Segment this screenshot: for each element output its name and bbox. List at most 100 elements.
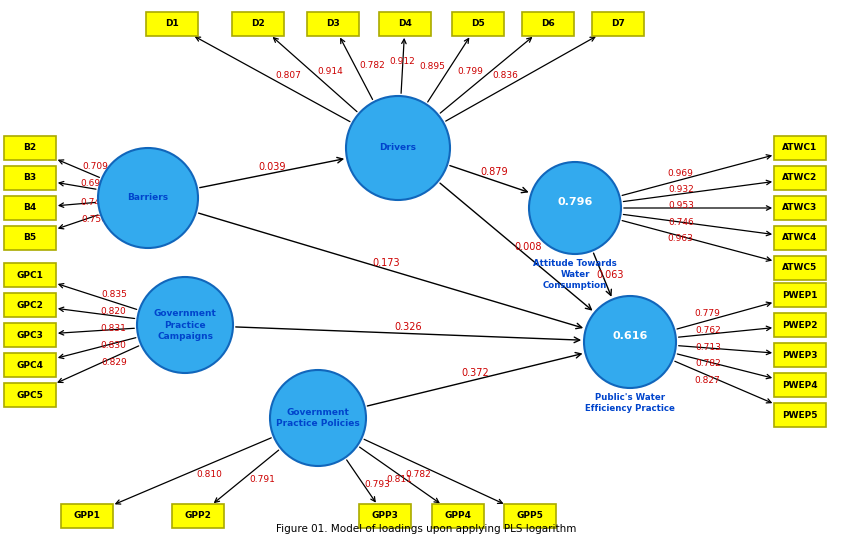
Text: PWEP3: PWEP3 — [782, 350, 818, 360]
Text: GPC2: GPC2 — [16, 300, 43, 310]
Text: 0.953: 0.953 — [668, 201, 694, 211]
Text: D4: D4 — [398, 20, 412, 28]
Text: 0.008: 0.008 — [515, 242, 542, 252]
FancyBboxPatch shape — [4, 293, 56, 317]
Text: Government
Practice
Campaigns: Government Practice Campaigns — [153, 310, 216, 341]
Text: GPP1: GPP1 — [73, 511, 101, 521]
Text: 0.793: 0.793 — [365, 480, 390, 489]
Text: 0.746: 0.746 — [668, 218, 694, 227]
Text: D1: D1 — [165, 20, 179, 28]
Text: GPP4: GPP4 — [445, 511, 471, 521]
Text: ATWC4: ATWC4 — [782, 233, 818, 243]
Circle shape — [98, 148, 198, 248]
Text: Barriers: Barriers — [128, 194, 169, 202]
FancyBboxPatch shape — [4, 383, 56, 407]
Text: Figure 01. Model of loadings upon applying PLS logarithm: Figure 01. Model of loadings upon applyi… — [276, 524, 576, 534]
Text: D6: D6 — [541, 20, 555, 28]
Text: B2: B2 — [24, 144, 37, 152]
Text: 0.914: 0.914 — [318, 67, 343, 76]
FancyBboxPatch shape — [4, 196, 56, 220]
FancyBboxPatch shape — [379, 12, 431, 36]
Text: 0.879: 0.879 — [481, 167, 508, 177]
Text: 0.779: 0.779 — [694, 310, 721, 318]
Text: B4: B4 — [23, 203, 37, 213]
Text: 0.173: 0.173 — [372, 257, 400, 268]
Text: GPP3: GPP3 — [371, 511, 399, 521]
FancyBboxPatch shape — [774, 226, 826, 250]
Text: 0.616: 0.616 — [613, 331, 648, 341]
Text: GPP2: GPP2 — [185, 511, 211, 521]
FancyBboxPatch shape — [504, 504, 556, 528]
FancyBboxPatch shape — [232, 12, 284, 36]
FancyBboxPatch shape — [146, 12, 198, 36]
Text: 0.835: 0.835 — [101, 290, 127, 299]
FancyBboxPatch shape — [774, 343, 826, 367]
FancyBboxPatch shape — [4, 136, 56, 160]
Text: PWEP1: PWEP1 — [782, 290, 818, 300]
FancyBboxPatch shape — [774, 196, 826, 220]
Text: GPC3: GPC3 — [16, 331, 43, 339]
Text: PWEP4: PWEP4 — [782, 380, 818, 390]
Text: ATWC2: ATWC2 — [782, 174, 818, 182]
Text: ATWC5: ATWC5 — [782, 263, 818, 273]
FancyBboxPatch shape — [452, 12, 504, 36]
FancyBboxPatch shape — [774, 403, 826, 427]
Text: D3: D3 — [326, 20, 340, 28]
FancyBboxPatch shape — [172, 504, 224, 528]
FancyBboxPatch shape — [774, 313, 826, 337]
FancyBboxPatch shape — [61, 504, 113, 528]
FancyBboxPatch shape — [359, 504, 411, 528]
Text: GPC4: GPC4 — [16, 361, 43, 369]
FancyBboxPatch shape — [774, 373, 826, 397]
Text: D7: D7 — [611, 20, 625, 28]
Text: B3: B3 — [24, 174, 37, 182]
Text: Government
Practice Policies: Government Practice Policies — [276, 408, 360, 428]
Text: 0.912: 0.912 — [389, 57, 416, 66]
Text: ATWC3: ATWC3 — [782, 203, 818, 213]
Circle shape — [137, 277, 233, 373]
FancyBboxPatch shape — [4, 323, 56, 347]
FancyBboxPatch shape — [4, 226, 56, 250]
Text: 0.969: 0.969 — [667, 169, 694, 178]
Text: D2: D2 — [251, 20, 265, 28]
Text: GPP5: GPP5 — [516, 511, 544, 521]
FancyBboxPatch shape — [774, 256, 826, 280]
Circle shape — [584, 296, 676, 388]
Text: GPC5: GPC5 — [16, 391, 43, 399]
Text: 0.756: 0.756 — [82, 215, 107, 224]
Text: Public's Water
Efficiency Practice: Public's Water Efficiency Practice — [585, 393, 675, 413]
Text: 0.762: 0.762 — [695, 326, 722, 335]
Text: 0.782: 0.782 — [695, 360, 721, 368]
Text: 0.831: 0.831 — [100, 324, 126, 333]
Text: 0.807: 0.807 — [275, 71, 301, 81]
FancyBboxPatch shape — [4, 166, 56, 190]
Text: 0.895: 0.895 — [420, 62, 446, 71]
FancyBboxPatch shape — [522, 12, 574, 36]
Text: 0.799: 0.799 — [458, 67, 483, 77]
Text: Drivers: Drivers — [379, 144, 417, 152]
FancyBboxPatch shape — [774, 283, 826, 307]
Text: GPC1: GPC1 — [16, 270, 43, 280]
FancyBboxPatch shape — [592, 12, 644, 36]
Text: 0.063: 0.063 — [596, 270, 625, 280]
FancyBboxPatch shape — [774, 166, 826, 190]
Text: 0.744: 0.744 — [81, 197, 106, 207]
Text: 0.829: 0.829 — [101, 358, 128, 367]
Circle shape — [529, 162, 621, 254]
Text: D5: D5 — [471, 20, 485, 28]
Text: 0.827: 0.827 — [694, 376, 720, 385]
Circle shape — [346, 96, 450, 200]
Text: 0.820: 0.820 — [101, 307, 126, 316]
Text: 0.709: 0.709 — [83, 162, 108, 171]
Text: 0.791: 0.791 — [249, 475, 275, 484]
Text: 0.039: 0.039 — [258, 162, 285, 172]
Text: 0.713: 0.713 — [695, 343, 722, 352]
Text: 0.932: 0.932 — [668, 185, 694, 194]
Text: PWEP2: PWEP2 — [782, 320, 818, 330]
FancyBboxPatch shape — [4, 263, 56, 287]
Text: 0.796: 0.796 — [557, 197, 593, 207]
Circle shape — [270, 370, 366, 466]
Text: 0.698: 0.698 — [81, 180, 106, 188]
FancyBboxPatch shape — [774, 136, 826, 160]
Text: 0.811: 0.811 — [387, 475, 412, 484]
